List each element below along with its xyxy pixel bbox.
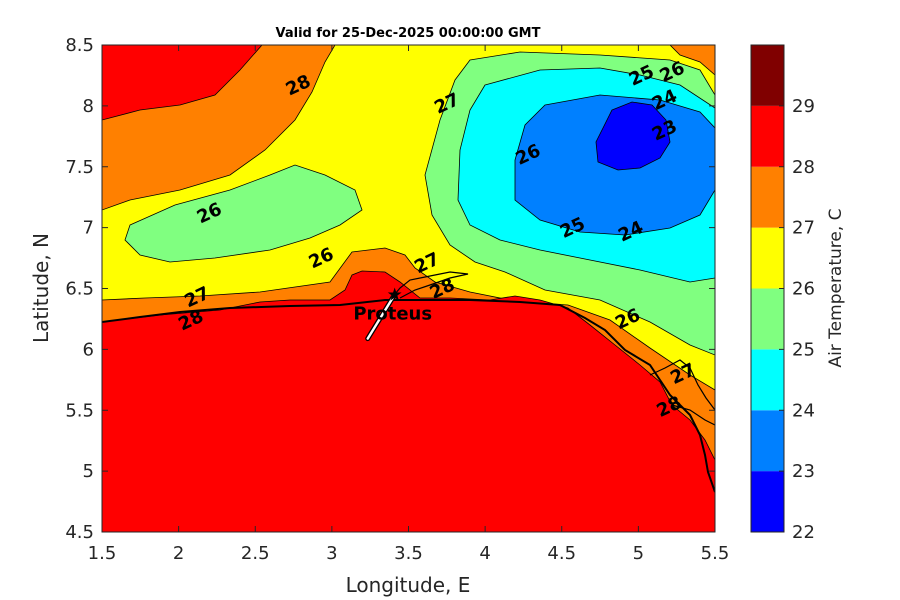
colorbar-swatch	[751, 227, 784, 289]
x-tick-label: 1.5	[88, 543, 117, 564]
x-tick-label: 4.5	[547, 543, 576, 564]
colorbar-swatch	[751, 410, 784, 472]
colorbar-swatch	[751, 105, 784, 167]
coastline-inlet	[389, 271, 469, 301]
colorbar-tick-label: 27	[792, 218, 815, 239]
y-tick-label: 6	[83, 339, 94, 360]
colorbar-swatch	[751, 471, 784, 532]
x-tick-label: 3.5	[394, 543, 423, 564]
x-tick-label: 5	[633, 543, 644, 564]
colorbar-tick-label: 28	[792, 157, 815, 178]
y-axis-label: Latitude, N	[29, 233, 53, 343]
colorbar-tick-label: 24	[792, 400, 815, 421]
y-axis-ticks: 4.5 5 5.5 6 6.5 7 7.5 8 8.5	[65, 35, 715, 543]
y-tick-label: 6.5	[65, 279, 94, 300]
y-tick-label: 4.5	[65, 522, 94, 543]
colorbar-swatch	[751, 45, 784, 106]
x-axis-label: Longitude, E	[346, 573, 471, 597]
coastline	[102, 299, 715, 493]
y-tick-label: 8	[83, 96, 94, 117]
x-tick-label: 3	[326, 543, 337, 564]
x-tick-label: 2.5	[241, 543, 270, 564]
colorbar: 22 23 24 25 26 27 28 29	[750, 44, 815, 543]
colorbar-swatch	[751, 349, 784, 411]
colorbar-tick-label: 23	[792, 461, 815, 482]
colorbar-tick-label: 26	[792, 279, 815, 300]
station-marker: ★ Proteus	[353, 285, 432, 342]
colorbar-tick-label: 29	[792, 96, 815, 117]
y-tick-label: 5	[83, 461, 94, 482]
wind-barb	[366, 293, 396, 340]
x-tick-label: 2	[173, 543, 184, 564]
colorbar-swatch	[751, 166, 784, 228]
contour-fill-22	[595, 101, 671, 171]
map-title: Valid for 25-Dec-2025 00:00:00 GMT	[276, 26, 541, 41]
contour-fill-25-west	[124, 164, 363, 263]
y-tick-label: 7.5	[65, 157, 94, 178]
y-tick-label: 5.5	[65, 400, 94, 421]
x-tick-label: 5.5	[701, 543, 730, 564]
x-axis-ticks: 1.5 2 2.5 3 3.5 4 4.5 5 5.5	[88, 45, 730, 564]
y-tick-label: 7	[83, 218, 94, 239]
station-label: Proteus	[353, 304, 432, 325]
station-star-icon: ★	[387, 285, 403, 306]
contour-fill-27-northeast	[669, 45, 715, 76]
colorbar-tick-label: 22	[792, 522, 815, 543]
y-tick-label: 8.5	[65, 35, 94, 56]
contour-map	[102, 45, 715, 532]
colorbar-tick-label: 25	[792, 339, 815, 360]
colorbar-swatch	[751, 288, 784, 350]
x-tick-label: 4	[479, 543, 490, 564]
coastline-east	[649, 359, 715, 426]
contour-fill-28-northwest	[102, 45, 263, 121]
colorbar-label: Air Temperature, C	[826, 208, 846, 367]
